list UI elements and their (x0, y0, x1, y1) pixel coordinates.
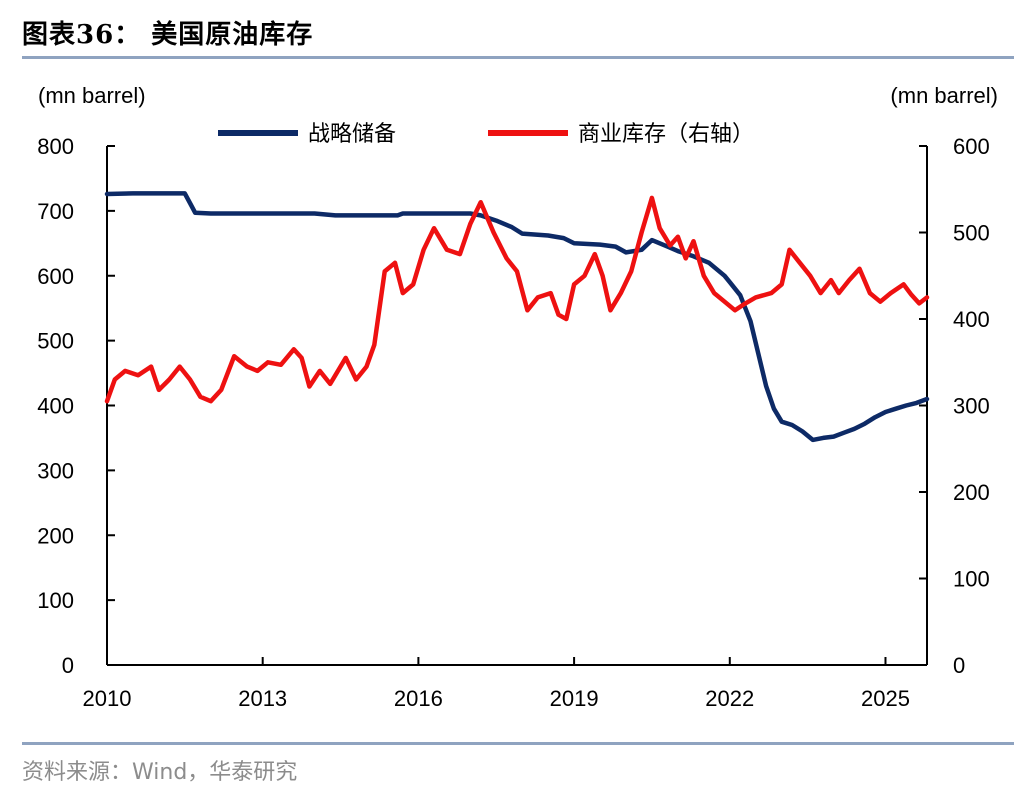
source-note: 资料来源：Wind，华泰研究 (22, 760, 298, 785)
left-tick-label: 0 (62, 653, 74, 678)
legend-item-spr: 战略储备 (218, 121, 396, 146)
x-tick-label: 2022 (705, 686, 754, 711)
right-tick-label: 200 (953, 480, 990, 505)
left-tick-label: 400 (37, 394, 74, 419)
footer-divider (22, 742, 1014, 745)
x-tick-label: 2019 (550, 686, 599, 711)
right-tick-label: 400 (953, 307, 990, 332)
axes: (mn barrel) (mn barrel) 0 100 200 300 400 500 60… (37, 83, 998, 711)
left-tick-label: 800 (37, 134, 74, 159)
left-axis-label: (mn barrel) (38, 83, 146, 108)
left-tick-label: 200 (37, 523, 74, 548)
right-tick-label: 600 (953, 134, 990, 159)
right-tick-label: 100 (953, 567, 990, 592)
series-line-commercial (104, 195, 930, 404)
right-tick-label: 0 (953, 653, 965, 678)
chart-title: 图表36： 美国原油库存 (22, 20, 314, 50)
legend-label: 战略储备 (308, 121, 396, 146)
right-tick-label: 500 (953, 221, 990, 246)
legend-item-commercial: 商业库存（右轴） (488, 121, 754, 146)
legend-label: 商业库存（右轴） (578, 121, 754, 146)
left-tick-label: 500 (37, 329, 74, 354)
x-tick-label: 2025 (861, 686, 910, 711)
right-tick-label: 300 (953, 394, 990, 419)
series-line-spr (104, 191, 930, 443)
legend: 战略储备 商业库存（右轴） (218, 121, 754, 146)
left-tick-label: 600 (37, 264, 74, 289)
left-tick-label: 700 (37, 199, 74, 224)
x-tick-label: 2016 (394, 686, 443, 711)
left-tick-label: 100 (37, 588, 74, 613)
x-tick-label: 2013 (238, 686, 287, 711)
title-divider (22, 56, 1014, 59)
left-tick-label: 300 (37, 458, 74, 483)
right-axis-label: (mn barrel) (890, 83, 998, 108)
x-tick-label: 2010 (83, 686, 132, 711)
series-group (104, 191, 930, 443)
